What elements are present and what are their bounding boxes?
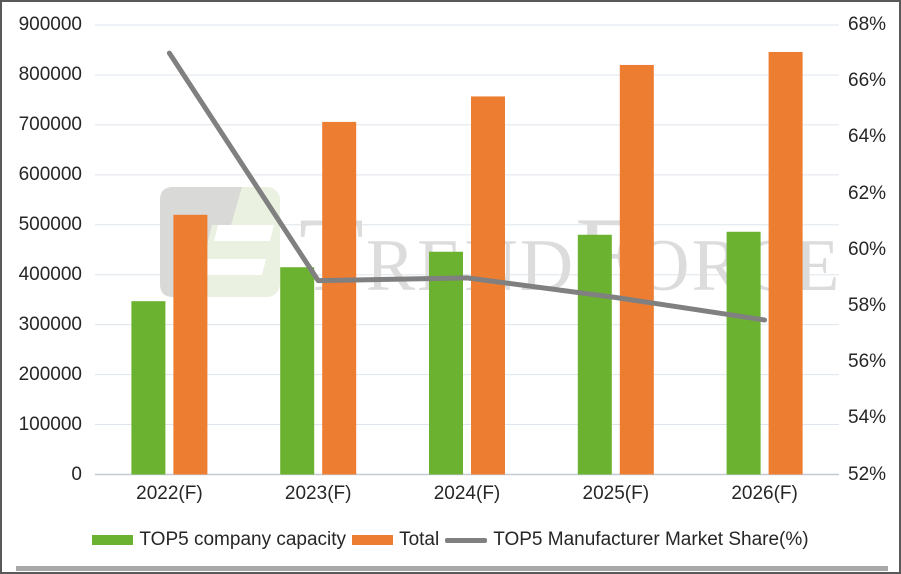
y-right-tick-label: 52% bbox=[848, 463, 887, 485]
y-right-tick-label: 66% bbox=[848, 70, 887, 92]
bar-top5-capacity-2024(f) bbox=[429, 251, 463, 475]
y-left-tick-label: 600000 bbox=[18, 163, 82, 185]
y-right-tick-label: 58% bbox=[848, 294, 887, 316]
bar-total-2024(f) bbox=[471, 96, 505, 475]
bar-total-2025(f) bbox=[619, 64, 654, 475]
y-right-tick-label: 54% bbox=[848, 407, 887, 429]
y-right-tick-label: 56% bbox=[848, 351, 887, 373]
y-right-tick-label: 68% bbox=[848, 14, 887, 35]
bar-total-2022(f) bbox=[173, 214, 208, 475]
y-left-tick-label: 300000 bbox=[18, 313, 82, 335]
y-left-tick-label: 700000 bbox=[18, 113, 82, 135]
x-axis-category-label: 2026(F) bbox=[731, 483, 798, 504]
y-right-tick-label: 64% bbox=[848, 126, 887, 148]
chart-legend: TOP5 company capacity Total TOP5 Manufac… bbox=[2, 529, 899, 551]
legend-label-total: Total bbox=[399, 529, 440, 550]
bar-top5-capacity-2026(f) bbox=[726, 231, 761, 475]
bar-total-2023(f) bbox=[322, 121, 357, 475]
x-axis-category-label: 2023(F) bbox=[284, 483, 352, 504]
bar-total-2026(f) bbox=[768, 51, 803, 475]
bar-top5-capacity-2025(f) bbox=[577, 234, 612, 475]
y-left-tick-label: 500000 bbox=[18, 213, 82, 235]
y-left-tick-label: 200000 bbox=[18, 363, 82, 385]
y-right-tick-label: 60% bbox=[848, 238, 887, 260]
y-left-tick-label: 800000 bbox=[18, 63, 82, 85]
line-market-share bbox=[166, 50, 768, 323]
legend-label-market-share: TOP5 Manufacturer Market Share(%) bbox=[493, 529, 809, 550]
bar-top5-capacity-2022(f) bbox=[131, 301, 166, 475]
bottom-edge-strip bbox=[16, 566, 888, 571]
y-left-tick-label: 100000 bbox=[18, 413, 82, 435]
legend-swatch-orange-bar bbox=[352, 535, 394, 545]
legend-swatch-gray-line bbox=[445, 537, 488, 543]
y-left-tick-label: 400000 bbox=[18, 263, 82, 285]
legend-label-top5-capacity: TOP5 company capacity bbox=[139, 529, 347, 550]
y-right-tick-label: 62% bbox=[848, 182, 887, 204]
y-left-tick-label: 900000 bbox=[18, 14, 82, 35]
x-axis-category-label: 2024(F) bbox=[433, 483, 501, 504]
y-left-tick-label: 0 bbox=[71, 463, 82, 485]
legend-swatch-green-bar bbox=[92, 535, 134, 545]
bar-top5-capacity-2023(f) bbox=[280, 267, 315, 475]
x-axis-category-label: 2022(F) bbox=[136, 483, 203, 504]
x-axis-category-label: 2025(F) bbox=[582, 483, 650, 504]
